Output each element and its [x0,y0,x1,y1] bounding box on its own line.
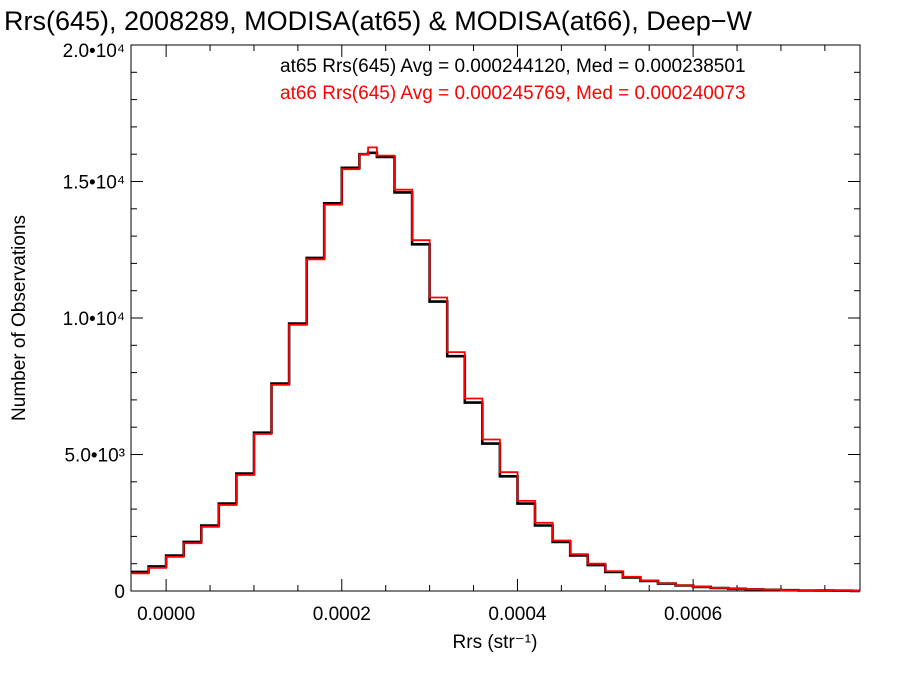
chart-title: Rrs(645), 2008289, MODISA(at65) & MODISA… [4,6,753,36]
x-tick-label: 0.0006 [664,604,722,625]
y-tick-label: 1.0•10⁴ [63,309,125,330]
series-at66-line [131,146,860,592]
y-tick-label: 0 [114,582,125,603]
x-axis-label: Rrs (str⁻¹) [453,632,538,653]
y-axis-label: Number of Observations [9,215,30,421]
y-tick-label: 2.0•10⁴ [63,41,125,62]
y-tick-label: 5.0•10³ [64,446,125,467]
annotation-at66: at66 Rrs(645) Avg = 0.000245769, Med = 0… [280,83,746,104]
x-tick-label: 0.0004 [488,604,547,625]
x-tick-label: 0.0000 [137,604,195,625]
plot-series [131,146,860,593]
x-tick-label: 0.0002 [313,604,371,625]
y-tick-label: 1.5•10⁴ [63,173,125,194]
annotation-at65: at65 Rrs(645) Avg = 0.000244120, Med = 0… [280,56,746,77]
x-axis: 0.0000 0.0002 0.0004 0.0006 [137,45,826,625]
y-axis: 0 5.0•10³ 1.0•10⁴ 1.5•10⁴ 2.0•10⁴ [63,41,860,603]
